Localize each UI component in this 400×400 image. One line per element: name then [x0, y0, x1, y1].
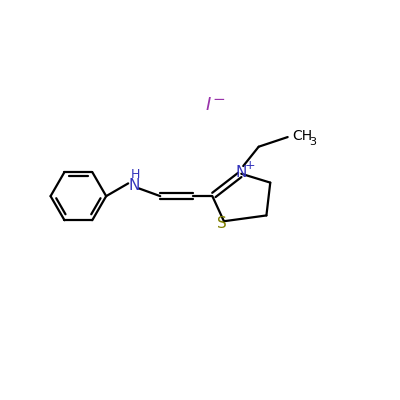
Text: 3: 3	[309, 137, 316, 147]
Text: S: S	[217, 216, 227, 231]
Text: CH: CH	[292, 128, 312, 142]
Text: −: −	[212, 92, 225, 107]
Text: H: H	[130, 168, 140, 181]
Text: N: N	[129, 178, 140, 193]
Text: N: N	[236, 166, 247, 180]
Text: I: I	[205, 96, 210, 114]
Text: +: +	[244, 159, 255, 172]
